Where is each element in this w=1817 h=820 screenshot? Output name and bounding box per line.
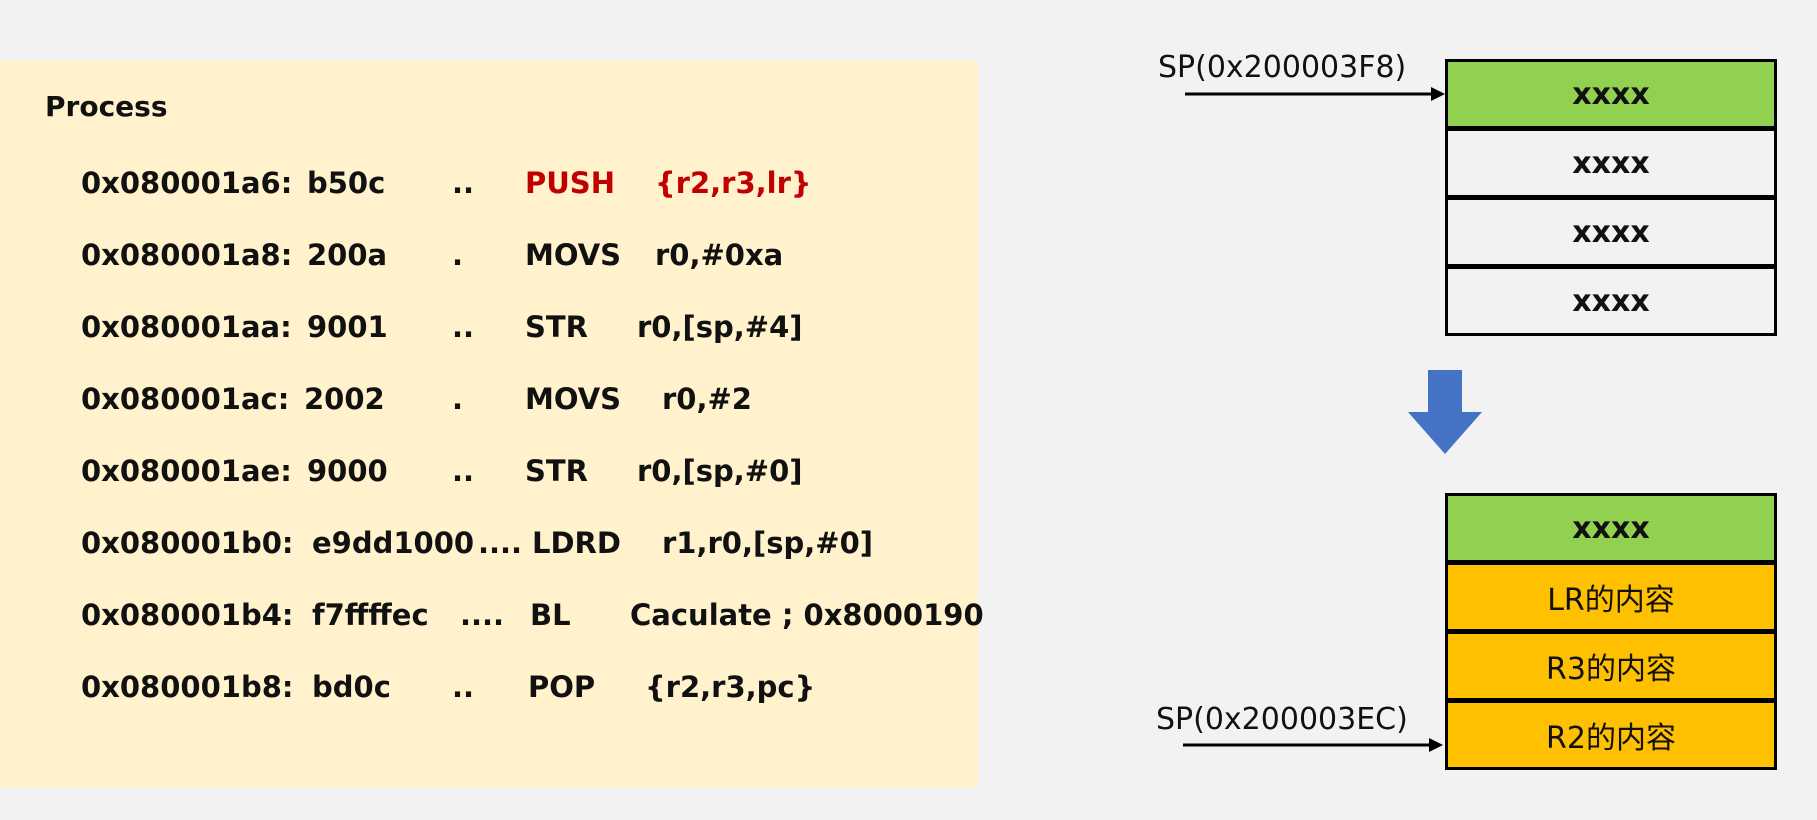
code-row: 0x080001b4: f7ffffec .... BL Caculate ; … bbox=[0, 595, 984, 635]
stack-after-cell-2: LR的内容 bbox=[1445, 562, 1777, 632]
instruction-hex: bd0c bbox=[312, 670, 391, 704]
instruction-hex: f7ffffec bbox=[312, 598, 429, 632]
stack-after-cell-3: R3的内容 bbox=[1445, 631, 1777, 701]
instruction-opcode: BL bbox=[530, 598, 571, 632]
instruction-address: 0x080001a8: bbox=[81, 238, 293, 272]
instruction-operands: {r2,r3,lr} bbox=[655, 166, 812, 200]
instruction-address: 0x080001ac: bbox=[81, 382, 290, 416]
instruction-operands: r0,#0xa bbox=[655, 238, 784, 272]
instruction-hex: 200a bbox=[307, 238, 388, 272]
instruction-address: 0x080001b0: bbox=[81, 526, 294, 560]
instruction-opcode: LDRD bbox=[532, 526, 621, 560]
code-row: 0x080001aa: 9001 .. STR r0,[sp,#4] bbox=[0, 307, 978, 347]
instruction-operands: r0,#2 bbox=[662, 382, 752, 416]
stack-cell-value: R3的内容 bbox=[1546, 652, 1676, 687]
instruction-operands: {r2,r3,pc} bbox=[645, 670, 816, 704]
code-row: 0x080001a8: 200a . MOVS r0,#0xa bbox=[0, 235, 978, 275]
stack-cell-value: xxxx bbox=[1572, 283, 1650, 319]
sp-after-label: SP(0x200003EC) bbox=[1156, 702, 1408, 737]
instruction-address: 0x080001a6: bbox=[81, 166, 293, 200]
instruction-dots: . bbox=[452, 238, 464, 272]
instruction-address: 0x080001aa: bbox=[81, 310, 292, 344]
stack-before-cell-1: xxxx bbox=[1445, 59, 1777, 129]
instruction-opcode: STR bbox=[525, 454, 588, 488]
instruction-opcode: MOVS bbox=[525, 238, 622, 272]
instruction-address: 0x080001b8: bbox=[81, 670, 294, 704]
instruction-opcode: MOVS bbox=[525, 382, 622, 416]
sp-before-arrow bbox=[1185, 87, 1445, 101]
instruction-operands: r0,[sp,#4] bbox=[637, 310, 803, 344]
instruction-hex: e9dd1000 bbox=[312, 526, 475, 560]
code-row: 0x080001b8: bd0c .. POP {r2,r3,pc} bbox=[0, 667, 978, 707]
stack-cell-value: R2的内容 bbox=[1546, 721, 1676, 756]
stack-cell-value: xxxx bbox=[1572, 510, 1650, 546]
stack-cell-value: xxxx bbox=[1572, 214, 1650, 250]
stack-after-cell-1: xxxx bbox=[1445, 493, 1777, 563]
stack-after-cell-4: R2的内容 bbox=[1445, 700, 1777, 770]
code-row: 0x080001a6: b50c .. PUSH {r2,r3,lr} bbox=[0, 163, 978, 203]
process-heading: Process bbox=[45, 90, 168, 123]
instruction-hex: b50c bbox=[307, 166, 386, 200]
instruction-hex: 9000 bbox=[307, 454, 388, 488]
instruction-hex: 9001 bbox=[307, 310, 388, 344]
sp-before-label: SP(0x200003F8) bbox=[1158, 50, 1407, 85]
code-row: 0x080001ae: 9000 .. STR r0,[sp,#0] bbox=[0, 451, 978, 491]
instruction-operands: Caculate ; 0x8000190 bbox=[630, 598, 984, 632]
instruction-operands: r0,[sp,#0] bbox=[637, 454, 803, 488]
instruction-dots: .. bbox=[452, 670, 475, 704]
stack-cell-value: LR的内容 bbox=[1547, 583, 1675, 618]
stack-before-cell-2: xxxx bbox=[1445, 128, 1777, 198]
stack-cell-value: xxxx bbox=[1572, 76, 1650, 112]
code-row: 0x080001b0: e9dd1000 .... LDRD r1,r0,[sp… bbox=[0, 523, 978, 563]
down-arrow-icon bbox=[1408, 370, 1482, 454]
stack-before-cell-4: xxxx bbox=[1445, 266, 1777, 336]
instruction-dots: .. bbox=[452, 166, 475, 200]
instruction-dots: . bbox=[452, 382, 464, 416]
instruction-dots: .. bbox=[452, 310, 475, 344]
code-panel bbox=[0, 60, 978, 788]
stack-before-cell-3: xxxx bbox=[1445, 197, 1777, 267]
instruction-operands: r1,r0,[sp,#0] bbox=[662, 526, 874, 560]
instruction-opcode: PUSH bbox=[525, 166, 615, 200]
code-row: 0x080001ac: 2002 . MOVS r0,#2 bbox=[0, 379, 978, 419]
sp-after-arrow bbox=[1183, 738, 1443, 752]
instruction-hex: 2002 bbox=[304, 382, 385, 416]
instruction-dots: .. bbox=[452, 454, 475, 488]
instruction-address: 0x080001b4: bbox=[81, 598, 294, 632]
instruction-dots: .... bbox=[460, 598, 505, 632]
instruction-opcode: STR bbox=[525, 310, 588, 344]
instruction-address: 0x080001ae: bbox=[81, 454, 292, 488]
instruction-dots: .... bbox=[478, 526, 523, 560]
instruction-opcode: POP bbox=[528, 670, 596, 704]
stack-cell-value: xxxx bbox=[1572, 145, 1650, 181]
